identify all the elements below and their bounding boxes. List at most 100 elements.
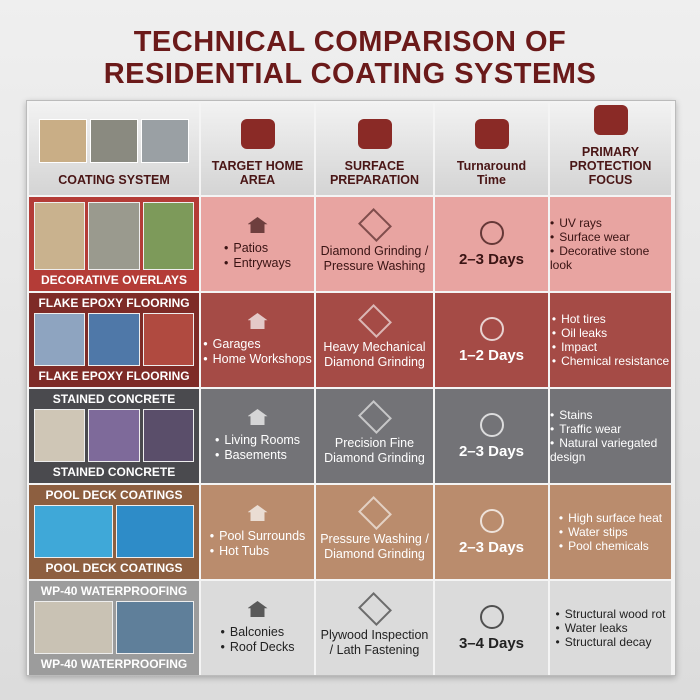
system-image bbox=[142, 409, 194, 462]
focus-item: Structural wood rot bbox=[556, 607, 666, 621]
area-cell: GaragesHome Workshops bbox=[201, 293, 314, 387]
system-label: STAINED CONCRETE bbox=[52, 392, 176, 406]
system-cell: FLAKE EPOXY FLOORING FLAKE EPOXY FLOORING bbox=[29, 293, 199, 387]
preparation-text: Heavy Mechanical Diamond Grinding bbox=[323, 340, 426, 369]
header-cell: TARGET HOME AREA bbox=[201, 103, 314, 195]
system-image bbox=[142, 202, 194, 270]
clock-icon bbox=[479, 412, 504, 437]
area-item: Roof Decks bbox=[221, 640, 295, 655]
area-list: Living RoomsBasements bbox=[215, 433, 300, 463]
header-image bbox=[141, 119, 189, 163]
preparation-cell: Pressure Washing / Diamond Grinding bbox=[316, 485, 433, 579]
preparation-cell: Heavy Mechanical Diamond Grinding bbox=[316, 293, 433, 387]
turnaround-text: 2–3 Days bbox=[458, 538, 525, 556]
header-icon bbox=[357, 119, 392, 149]
area-icon bbox=[247, 601, 268, 617]
system-image bbox=[115, 505, 194, 558]
focus-list: Structural wood rotWater leaksStructural… bbox=[556, 607, 666, 649]
focus-item: Structural decay bbox=[556, 635, 666, 649]
system-image bbox=[34, 202, 86, 270]
preparation-cell: Plywood Inspection / Lath Fastening bbox=[316, 581, 433, 675]
area-cell: BalconiesRoof Decks bbox=[201, 581, 314, 675]
area-list: Pool SurroundsHot Tubs bbox=[210, 529, 306, 559]
header-image bbox=[39, 119, 87, 163]
system-image bbox=[34, 505, 113, 558]
header-cell: COATING SYSTEM bbox=[29, 103, 199, 195]
area-cell: PatiosEntryways bbox=[201, 197, 314, 291]
turnaround-cell: 2–3 Days bbox=[435, 389, 548, 483]
header-label: TARGET HOME AREA bbox=[211, 159, 304, 187]
area-list: GaragesHome Workshops bbox=[203, 337, 312, 367]
system-label: POOL DECK COATINGS bbox=[45, 488, 183, 502]
area-icon bbox=[247, 505, 268, 521]
header-icon bbox=[593, 105, 628, 135]
image-strip bbox=[34, 601, 194, 654]
system-cell: POOL DECK COATINGS POOL DECK COATINGS bbox=[29, 485, 199, 579]
focus-item: UV rays bbox=[550, 216, 671, 230]
system-label: FLAKE EPOXY FLOORING bbox=[38, 296, 190, 310]
preparation-icon bbox=[357, 304, 392, 338]
area-item: Balconies bbox=[221, 625, 295, 640]
system-label: STAINED CONCRETE bbox=[52, 465, 176, 479]
system-image bbox=[88, 409, 140, 462]
preparation-text: Pressure Washing / Diamond Grinding bbox=[320, 532, 429, 561]
area-item: Hot Tubs bbox=[210, 544, 306, 559]
turnaround-cell: 3–4 Days bbox=[435, 581, 548, 675]
turnaround-text: 2–3 Days bbox=[458, 250, 525, 268]
turnaround-cell: 1–2 Days bbox=[435, 293, 548, 387]
focus-cell: Hot tiresOil leaksImpactChemical resista… bbox=[550, 293, 671, 387]
area-list: PatiosEntryways bbox=[224, 241, 291, 271]
system-image bbox=[34, 409, 86, 462]
focus-item: Natural variegated design bbox=[550, 436, 671, 464]
focus-item: Chemical resistance bbox=[552, 354, 669, 368]
preparation-text: Diamond Grinding / Pressure Washing bbox=[320, 244, 429, 273]
turnaround-cell: 2–3 Days bbox=[435, 485, 548, 579]
turnaround-text: 2–3 Days bbox=[458, 442, 525, 460]
focus-cell: Structural wood rotWater leaksStructural… bbox=[550, 581, 671, 675]
focus-cell: StainsTraffic wearNatural variegated des… bbox=[550, 389, 671, 483]
area-item: Entryways bbox=[224, 256, 291, 271]
header-cell: SURFACE PREPARATION bbox=[316, 103, 433, 195]
header-image bbox=[90, 119, 138, 163]
focus-list: Hot tiresOil leaksImpactChemical resista… bbox=[552, 312, 669, 368]
header-icon bbox=[474, 119, 509, 149]
area-item: Living Rooms bbox=[215, 433, 300, 448]
area-item: Home Workshops bbox=[203, 352, 312, 367]
system-cell: DECORATIVE OVERLAYS bbox=[29, 197, 199, 291]
focus-cell: High surface heatWater stipsPool chemica… bbox=[550, 485, 671, 579]
system-image bbox=[88, 202, 140, 270]
preparation-icon bbox=[357, 592, 392, 626]
system-cell: WP-40 WATERPROOFING WP-40 WATERPROOFING bbox=[29, 581, 199, 675]
focus-list: StainsTraffic wearNatural variegated des… bbox=[550, 408, 671, 464]
preparation-icon bbox=[357, 400, 392, 434]
system-image bbox=[88, 313, 140, 366]
focus-item: Oil leaks bbox=[552, 326, 669, 340]
clock-icon bbox=[479, 604, 504, 629]
area-item: Garages bbox=[203, 337, 312, 352]
image-strip bbox=[34, 313, 194, 366]
table: COATING SYSTEM TARGET HOME AREA SURFACE PR… bbox=[26, 100, 676, 676]
turnaround-cell: 2–3 Days bbox=[435, 197, 548, 291]
system-label: POOL DECK COATINGS bbox=[45, 561, 183, 575]
preparation-cell: Diamond Grinding / Pressure Washing bbox=[316, 197, 433, 291]
header-label: COATING SYSTEM bbox=[58, 173, 170, 187]
clock-icon bbox=[479, 316, 504, 341]
focus-cell: UV raysSurface wearDecorative stone look bbox=[550, 197, 671, 291]
area-icon bbox=[247, 313, 268, 329]
preparation-cell: Precision Fine Diamond Grinding bbox=[316, 389, 433, 483]
header-label: SURFACE PREPARATION bbox=[329, 159, 420, 187]
turnaround-text: 1–2 Days bbox=[458, 346, 525, 364]
header-label: Turnaround Time bbox=[456, 159, 527, 187]
system-label: WP-40 WATERPROOFING bbox=[40, 657, 188, 671]
clock-icon bbox=[479, 220, 504, 245]
area-item: Patios bbox=[224, 241, 291, 256]
focus-item: Pool chemicals bbox=[559, 539, 662, 553]
title: TECHNICAL COMPARISON OF bbox=[133, 26, 567, 58]
area-list: BalconiesRoof Decks bbox=[221, 625, 295, 655]
preparation-text: Precision Fine Diamond Grinding bbox=[324, 436, 425, 465]
system-image bbox=[115, 601, 194, 654]
area-icon bbox=[247, 217, 268, 233]
focus-item: Stains bbox=[550, 408, 671, 422]
system-cell: STAINED CONCRETE STAINED CONCRETE bbox=[29, 389, 199, 483]
